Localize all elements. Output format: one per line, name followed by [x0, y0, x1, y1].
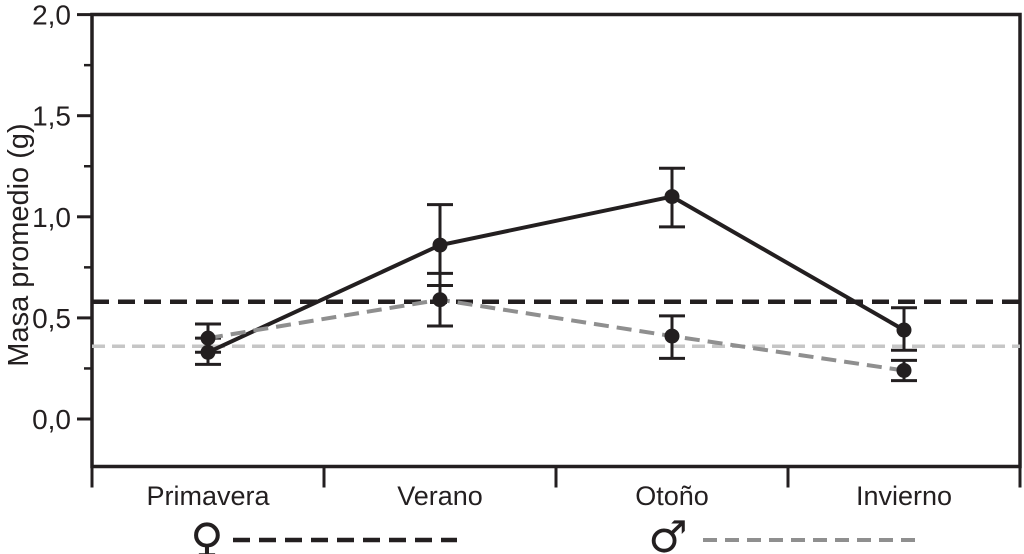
data-point-machos-Invierno — [896, 362, 912, 378]
y-axis-tick-label: 2,0 — [32, 0, 71, 31]
series-line-hembras — [207, 194, 905, 355]
data-point-hembras-Otoño — [664, 189, 680, 205]
x-axis-category-label: Invierno — [856, 481, 952, 511]
data-point-hembras-Primavera — [200, 344, 216, 360]
legend: ♀ ♂ — [190, 512, 916, 554]
data-point-machos-Verano — [432, 292, 448, 308]
y-axis-title: Masa promedio (g) — [3, 123, 35, 366]
data-point-hembras-Invierno — [896, 322, 912, 338]
data-point-machos-Primavera — [200, 330, 216, 346]
series-line-machos — [207, 297, 905, 373]
data-point-machos-Otoño — [664, 328, 680, 344]
y-axis-tick-label: 0,0 — [32, 404, 71, 435]
y-axis-tick-label: 1,5 — [32, 101, 71, 132]
x-axis-category-label: Verano — [397, 481, 483, 511]
male-symbol-icon: ♂ — [648, 512, 687, 554]
data-point-hembras-Verano — [432, 237, 448, 253]
x-axis-category-label: Otoño — [635, 481, 709, 511]
y-axis-tick-label: 1,0 — [32, 202, 71, 233]
x-axis-category-label: Primavera — [146, 481, 270, 511]
y-axis-tick-label: 0,5 — [32, 303, 71, 334]
plot-frame — [90, 12, 1022, 469]
female-symbol-icon: ♀ — [190, 513, 224, 554]
